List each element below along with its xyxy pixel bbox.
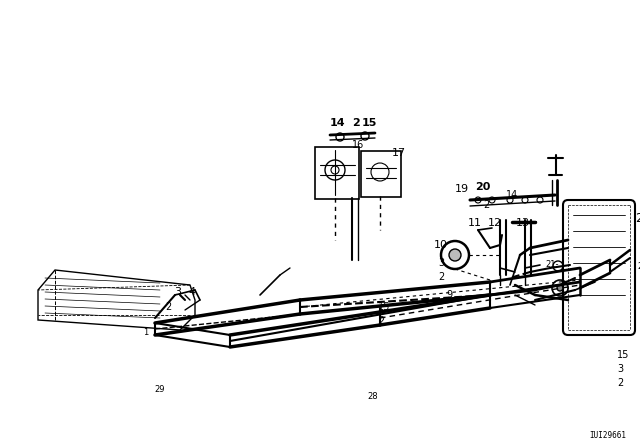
Circle shape [522,197,528,203]
Text: 4: 4 [188,287,195,297]
FancyBboxPatch shape [361,151,401,197]
Circle shape [475,197,481,203]
Text: 2: 2 [352,118,360,128]
Text: 23: 23 [637,262,640,271]
Text: 21-: 21- [545,260,559,269]
Text: 14: 14 [330,118,346,128]
Text: 15: 15 [378,302,390,312]
Text: IUI29661: IUI29661 [589,431,627,439]
Circle shape [489,197,495,203]
Circle shape [537,197,543,203]
Text: 2: 2 [438,272,444,282]
Text: 2: 2 [483,200,489,210]
FancyBboxPatch shape [315,147,359,199]
FancyBboxPatch shape [563,200,635,335]
Text: 28: 28 [367,392,378,401]
Text: 1: 1 [143,328,148,337]
Text: 3: 3 [617,364,623,374]
Circle shape [361,132,369,140]
Text: 3: 3 [438,258,444,268]
Text: 14: 14 [506,190,518,200]
Text: 9: 9 [446,290,452,300]
Text: 19: 19 [455,184,469,194]
Circle shape [449,249,461,261]
Text: 3: 3 [174,287,181,297]
Text: 2: 2 [165,302,172,312]
Text: 13: 13 [516,218,530,228]
Text: 11: 11 [468,218,482,228]
Text: 10: 10 [434,240,448,250]
Text: 15: 15 [362,118,378,128]
Text: 2: 2 [378,316,384,326]
Circle shape [507,197,513,203]
Circle shape [441,241,469,269]
Text: 15: 15 [617,350,629,360]
Text: 17: 17 [392,148,406,158]
Text: 20: 20 [475,182,490,192]
Circle shape [557,285,563,291]
Text: 16: 16 [352,140,364,150]
Text: 22: 22 [635,212,640,225]
Text: 29: 29 [154,385,164,394]
Circle shape [336,133,344,141]
Text: 2: 2 [617,378,623,388]
Text: 12: 12 [488,218,502,228]
